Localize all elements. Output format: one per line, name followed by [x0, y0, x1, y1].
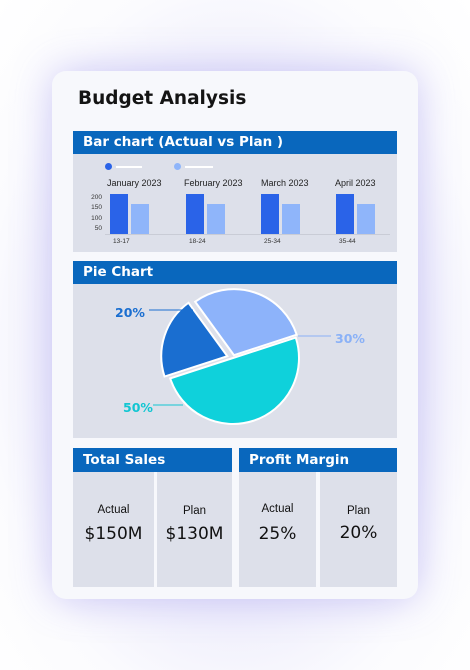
pie-chart-header: Pie Chart — [73, 261, 397, 284]
legend-plan-marker — [174, 163, 181, 170]
bar-panel-title: April 2023 — [335, 178, 376, 188]
profit-margin-plan-label: Plan — [346, 505, 371, 517]
profit-margin-actual-cell: Actual 25% — [239, 472, 316, 587]
bar-panel-title: March 2023 — [261, 178, 309, 188]
total-sales-header: Total Sales — [73, 448, 232, 472]
x-tick-label: 25-34 — [264, 238, 281, 245]
x-tick-label: 13-17 — [113, 238, 130, 245]
bar-actual — [336, 194, 354, 234]
pie-slice-label: 50% — [123, 400, 153, 415]
total-sales-plan-value: $130M — [165, 524, 224, 544]
profit-margin-header: Profit Margin — [239, 448, 397, 472]
page-title: Budget Analysis — [78, 88, 247, 109]
pie-chart: 20% 30% 50% — [115, 288, 365, 425]
profit-margin-plan-cell: Plan 20% — [320, 472, 397, 587]
y-tick-label: 150 — [91, 204, 102, 212]
bar-actual — [110, 194, 128, 234]
bar-chart-header: Bar chart (Actual vs Plan ) — [73, 131, 397, 154]
total-sales-actual-value: $150M — [84, 524, 143, 544]
total-sales-actual-cell: Actual $150M — [73, 472, 154, 587]
total-sales-plan-label: Plan — [182, 505, 207, 517]
pie-slice-label: 20% — [115, 305, 145, 320]
pie-slice — [168, 336, 300, 425]
bar-plan — [207, 204, 225, 234]
pie-slice — [193, 288, 298, 357]
legend-plan-line — [185, 166, 213, 168]
profit-margin-actual-value: 25% — [258, 524, 297, 544]
legend-actual-line — [116, 166, 142, 168]
bar-plan — [282, 204, 300, 234]
y-tick-label: 50 — [94, 224, 102, 232]
pie-slice-label: 30% — [335, 331, 365, 346]
x-axis-baseline — [105, 234, 390, 235]
profit-margin-actual-label: Actual — [261, 503, 294, 515]
bar-panel-title: February 2023 — [184, 178, 243, 188]
bar-actual — [261, 194, 279, 234]
bar-plan — [357, 204, 375, 234]
x-tick-label: 18-24 — [189, 238, 206, 245]
bar-plan — [131, 204, 149, 234]
y-tick-label: 100 — [91, 214, 102, 222]
total-sales-plan-cell: Plan $130M — [157, 472, 232, 587]
y-tick-label: 200 — [91, 194, 102, 202]
total-sales-actual-label: Actual — [97, 504, 130, 516]
pie-slice — [160, 301, 229, 378]
bar-actual — [186, 194, 204, 234]
profit-margin-plan-value: 20% — [339, 523, 378, 543]
bar-panel-title: January 2023 — [107, 178, 162, 188]
legend-actual-marker — [105, 163, 112, 170]
x-tick-label: 35-44 — [339, 238, 356, 245]
